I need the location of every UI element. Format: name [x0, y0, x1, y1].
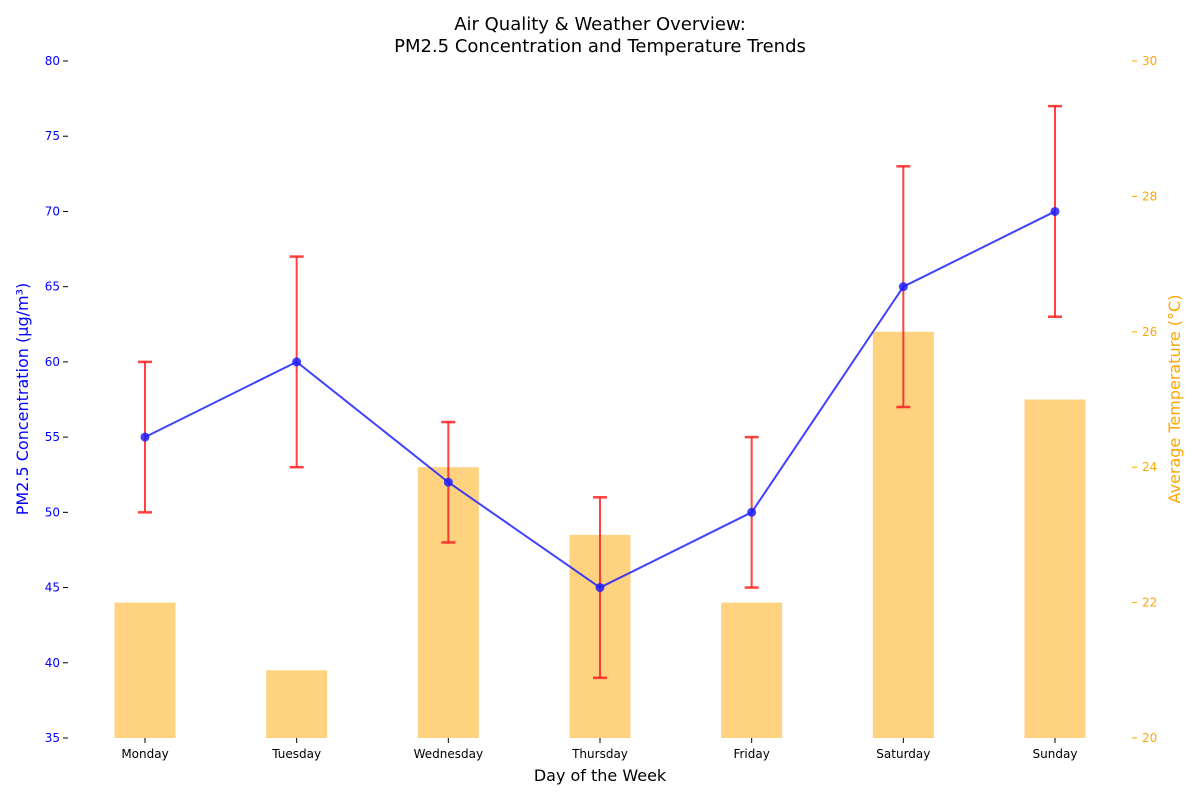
- right-tick-label: 22: [1142, 596, 1157, 610]
- pm25-point-saturday: [898, 282, 908, 292]
- temperature-bar-friday: [721, 602, 783, 738]
- left-tick-label: 40: [45, 656, 60, 670]
- right-axis-title: Average Temperature (°C): [1165, 295, 1184, 504]
- temperature-bar-tuesday: [266, 670, 328, 738]
- left-tick-label: 50: [45, 505, 60, 519]
- right-tick-label: 20: [1142, 731, 1157, 745]
- pm25-point-friday: [747, 507, 757, 517]
- pm25-point-thursday: [595, 583, 605, 593]
- chart-title-line2: PM2.5 Concentration and Temperature Tren…: [394, 36, 806, 57]
- left-tick-label: 55: [45, 430, 60, 444]
- right-tick-label: 30: [1142, 54, 1157, 68]
- right-tick-label: 26: [1142, 325, 1157, 339]
- right-tick-label: 24: [1142, 460, 1157, 474]
- left-tick-label: 75: [45, 129, 60, 143]
- pm25-points: [140, 206, 1060, 593]
- left-tick-label: 45: [45, 581, 60, 595]
- left-y-axis: 35 40 45 50 55 60 65 70 75 80: [45, 54, 68, 745]
- temperature-bar-monday: [114, 602, 176, 738]
- left-tick-label: 60: [45, 355, 60, 369]
- right-y-axis: 20 22 24 26 28 30: [1132, 54, 1157, 745]
- x-tick-label-saturday: Saturday: [876, 747, 930, 761]
- x-axis-title: Day of the Week: [534, 766, 667, 785]
- x-tick-label-monday: Monday: [121, 747, 168, 761]
- x-tick-label-wednesday: Wednesday: [414, 747, 483, 761]
- x-tick-label-friday: Friday: [733, 747, 769, 761]
- pm25-point-wednesday: [443, 477, 453, 487]
- left-tick-label: 65: [45, 280, 60, 294]
- temperature-bar-sunday: [1024, 399, 1086, 738]
- x-tick-label-thursday: Thursday: [571, 747, 628, 761]
- left-tick-label: 70: [45, 204, 60, 218]
- left-tick-label: 35: [45, 731, 60, 745]
- x-axis: Monday Tuesday Wednesday Thursday Friday Satu…: [121, 738, 1077, 761]
- right-tick-label: 28: [1142, 189, 1157, 203]
- pm25-point-sunday: [1050, 206, 1060, 216]
- chart-title-line1: Air Quality & Weather Overview:: [454, 14, 746, 35]
- pm25-point-monday: [140, 432, 150, 442]
- left-tick-label: 80: [45, 54, 60, 68]
- left-axis-title: PM2.5 Concentration (µg/m³): [13, 283, 32, 515]
- x-tick-label-tuesday: Tuesday: [271, 747, 321, 761]
- pm25-point-tuesday: [292, 357, 302, 367]
- x-tick-label-sunday: Sunday: [1033, 747, 1078, 761]
